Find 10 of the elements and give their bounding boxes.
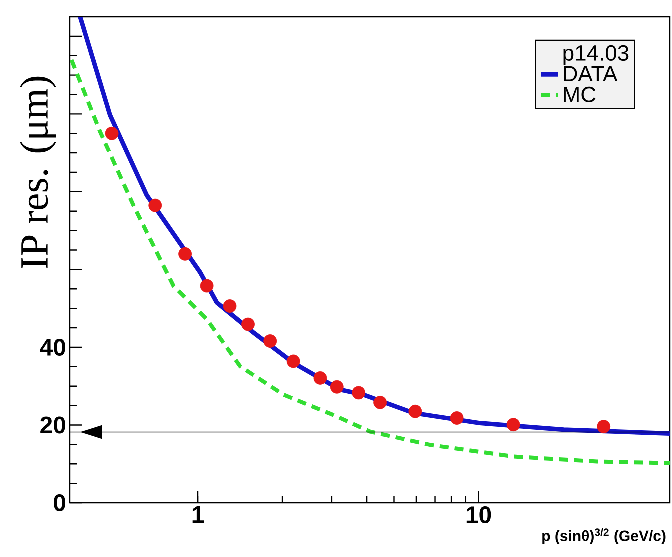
x-axis-title: p (sinθ)$^{3/2}$ (GeV/c) — [542, 528, 666, 544]
y-tick-label: 0 — [54, 494, 66, 512]
y-axis-title: IP res. (μm) — [20, 76, 56, 268]
x-tick-label: 1 — [192, 506, 204, 524]
y-tick-label: 20 — [40, 416, 66, 434]
legend-label: DATA — [564, 66, 618, 82]
x-tick-label: 10 — [466, 506, 492, 524]
legend-title: p14.03 — [564, 45, 629, 66]
y-tick-label: 40 — [40, 338, 66, 356]
legend-label: MC — [564, 86, 596, 103]
